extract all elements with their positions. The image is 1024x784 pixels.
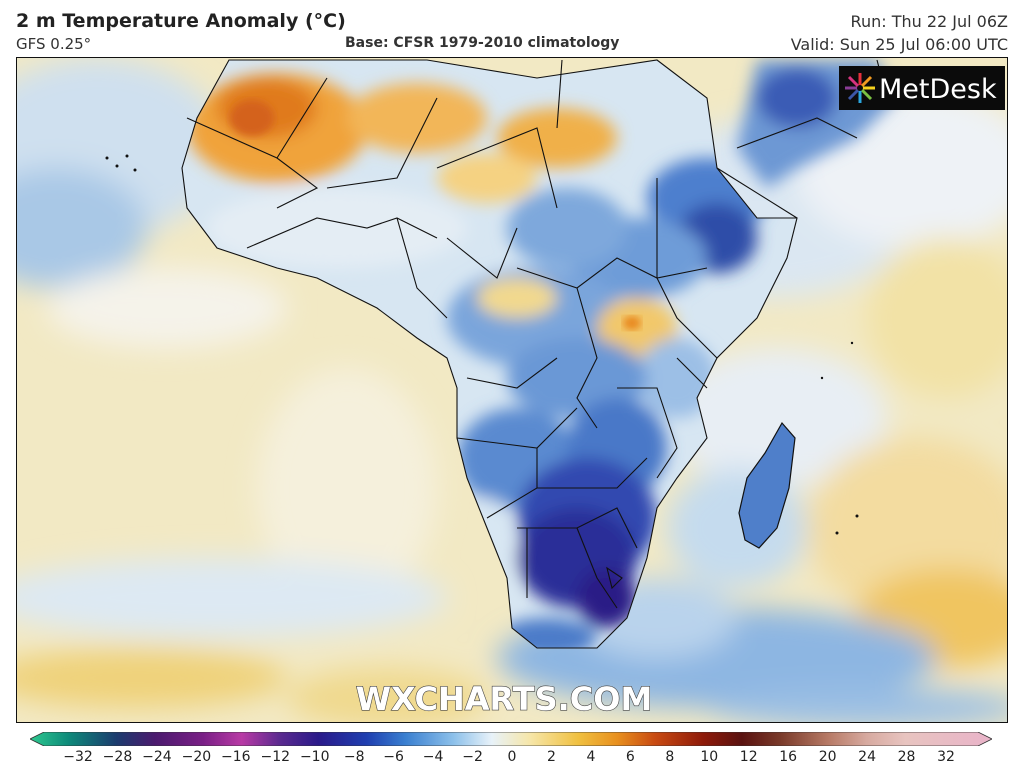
- colorbar-tick-label: −2: [462, 749, 483, 765]
- colorbar-tick-label: −32: [63, 749, 93, 765]
- colorbar-tick-label: −6: [383, 749, 404, 765]
- country-borders: [181, 59, 888, 649]
- colorbar-tick-label: 20: [818, 749, 837, 765]
- colorbar-tick-label: −8: [343, 749, 365, 765]
- small-islands: [105, 154, 859, 535]
- colorbar-tick-label: 12: [739, 749, 758, 765]
- colorbar-tick-label: 2: [546, 749, 556, 765]
- map-title: 2 m Temperature Anomaly (°C): [16, 10, 346, 32]
- metdesk-logo: MetDesk: [839, 66, 1005, 110]
- model-label: GFS 0.25°: [16, 35, 92, 53]
- valid-time-label: Valid: Sun 25 Jul 06:00 UTC: [790, 35, 1008, 54]
- colorbar-tick-label: −12: [260, 749, 291, 765]
- colorbar-tick-label: −16: [221, 749, 251, 765]
- run-time-label: Run: Thu 22 Jul 06Z: [850, 12, 1008, 31]
- madagascar: [738, 421, 796, 549]
- colorbar-gradient: [29, 731, 993, 747]
- colorbar: [29, 731, 993, 747]
- colorbar-tick-label: 24: [858, 749, 876, 765]
- wxcharts-watermark: WXCHARTS.COM: [356, 680, 653, 718]
- colorbar-tick-label: 16: [779, 749, 798, 765]
- colorbar-tick-label: 4: [586, 749, 596, 765]
- colorbar-tick-label: 0: [507, 749, 517, 765]
- colorbar-tick-label: 10: [700, 749, 719, 765]
- climatology-base-label: Base: CFSR 1979-2010 climatology: [345, 35, 620, 51]
- colorbar-tick-label: −20: [181, 749, 212, 765]
- colorbar-tick-label: 6: [625, 749, 635, 765]
- colorbar-tick-label: 28: [897, 749, 916, 765]
- map-canvas: MetDesk WXCHARTS.COM: [17, 58, 1007, 722]
- colorbar-tick-label: 8: [665, 749, 675, 765]
- colorbar-tick-label: 32: [937, 749, 955, 765]
- colorbar-tick-label: −10: [299, 749, 330, 765]
- colorbar-tick-labels: −32 −28 −24 −20 −16 −12 −10 −8 −6 −4 −2 0 2 4 6 8 10 12 16…: [0, 749, 1024, 769]
- temperature-anomaly-map[interactable]: MetDesk WXCHARTS.COM: [16, 57, 1008, 723]
- metdesk-logo-icon: [845, 73, 875, 103]
- colorbar-tick-label: −4: [422, 749, 444, 765]
- ocean-anomaly-field: [17, 58, 1007, 722]
- metdesk-logo-text: MetDesk: [879, 74, 997, 105]
- colorbar-tick-label: −28: [102, 749, 133, 765]
- colorbar-tick-label: −24: [142, 749, 172, 765]
